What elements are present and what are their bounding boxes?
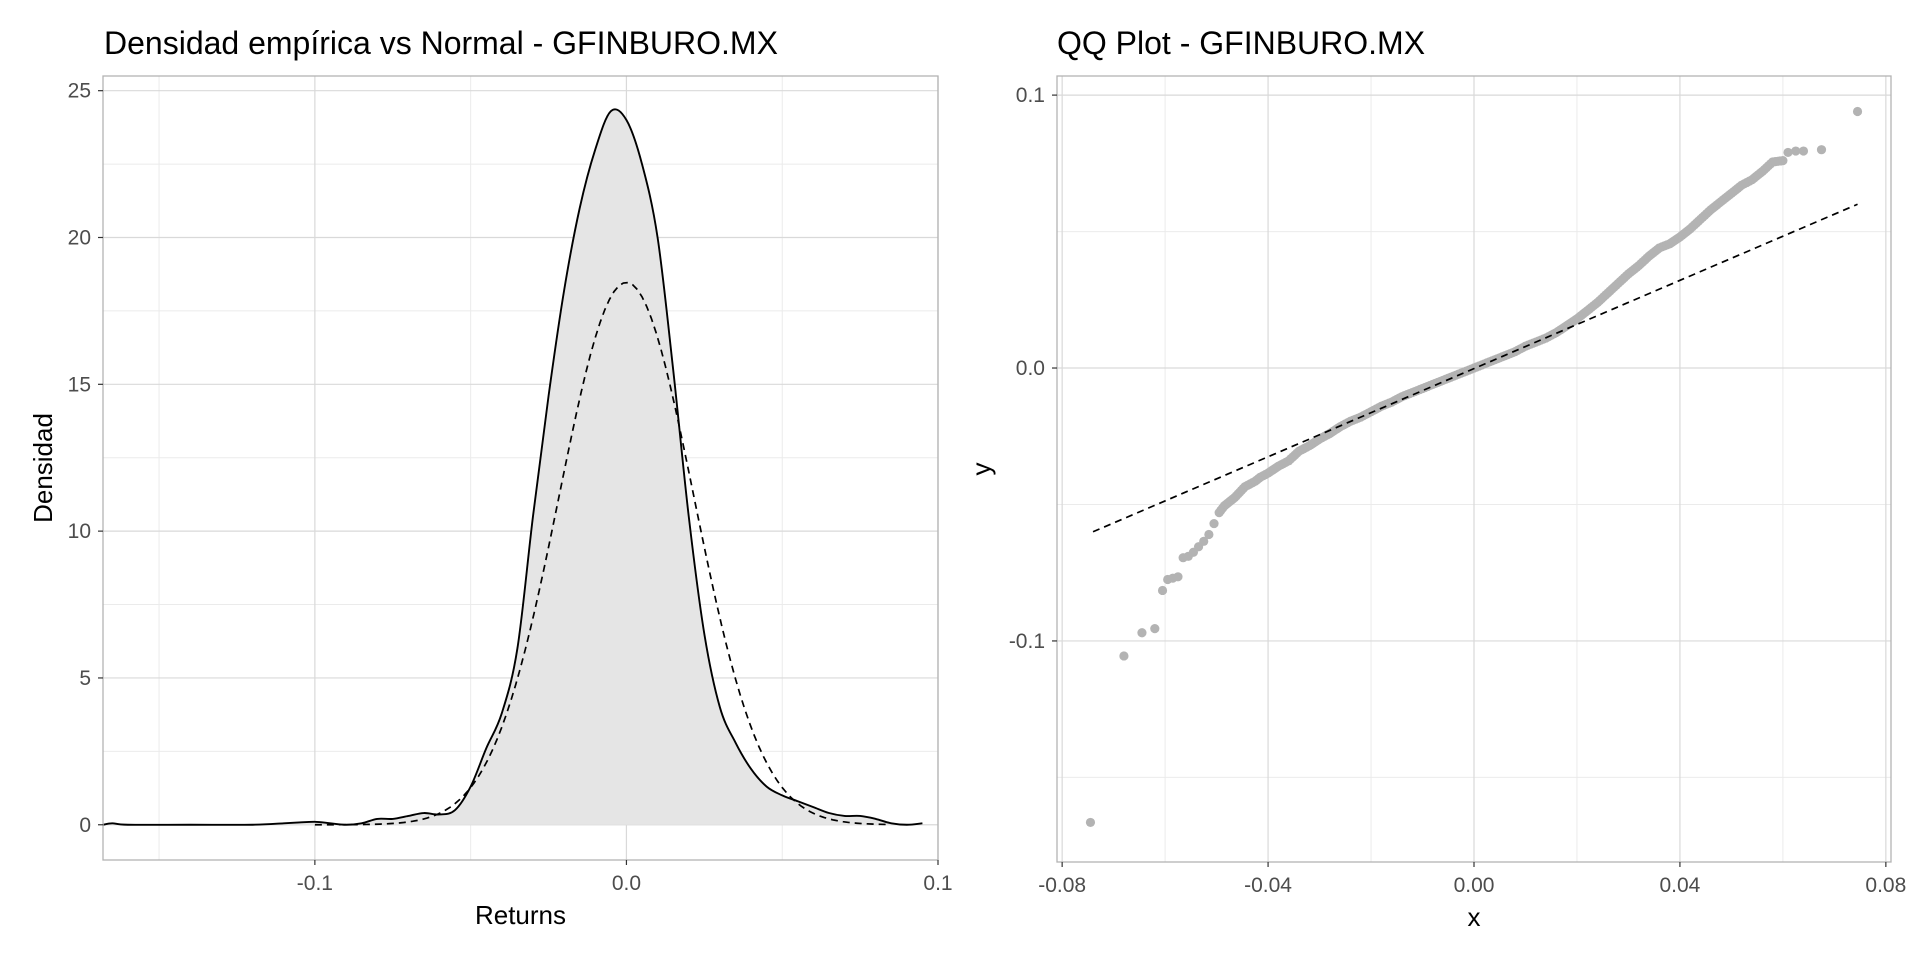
- qq-point: [1173, 572, 1183, 582]
- qq-point: [1150, 624, 1160, 634]
- qq-x-tick-label: 0.00: [1454, 874, 1495, 897]
- qq-point: [1137, 628, 1147, 638]
- density-y-tick-label: 20: [68, 226, 91, 249]
- density-y-tick-label: 5: [79, 667, 91, 690]
- qq-point: [1119, 651, 1129, 661]
- density-chart: Densidad empírica vs Normal - GFINBURO.M…: [28, 25, 953, 930]
- density-y-tick-label: 15: [68, 373, 91, 396]
- density-x-axis-label: Returns: [475, 900, 566, 930]
- qq-point: [1783, 147, 1793, 158]
- density-chart-title: Densidad empírica vs Normal - GFINBURO.M…: [104, 25, 778, 61]
- qq-reference-line: [1092, 203, 1858, 533]
- density-y-axis-label: Densidad: [28, 413, 58, 523]
- qq-chart-title: QQ Plot - GFINBURO.MX: [1057, 25, 1425, 61]
- qq-gridlines: [1057, 76, 1891, 862]
- qq-tick-labels: -0.08 -0.04 0.00 0.04 0.08 -0.1 0.0 0.1: [1009, 84, 1906, 897]
- qq-y-tick-label: -0.1: [1009, 630, 1045, 653]
- qq-point: [1199, 536, 1209, 546]
- qq-x-tick-label: -0.08: [1038, 874, 1086, 897]
- qq-y-tick-label: 0.1: [1016, 84, 1045, 107]
- qq-plot-area: [1085, 106, 1863, 828]
- density-panel-border: [102, 75, 939, 861]
- density-plot-area: [102, 108, 923, 826]
- qq-x-tick-label: -0.04: [1244, 874, 1292, 897]
- qq-x-tick-label: 0.08: [1865, 874, 1906, 897]
- qq-point: [1791, 146, 1801, 156]
- qq-point: [1204, 529, 1214, 540]
- qq-point: [1209, 518, 1219, 529]
- density-x-tick-label: 0.0: [612, 872, 641, 895]
- density-tick-labels: -0.1 0.0 0.1 0 5 10 15 20 25: [68, 80, 953, 895]
- qq-point: [1778, 156, 1788, 166]
- density-y-tick-label: 0: [79, 814, 91, 837]
- qq-point: [1816, 145, 1827, 155]
- qq-point: [1157, 585, 1168, 596]
- density-x-tick-label: -0.1: [297, 872, 333, 895]
- density-y-tick-label: 10: [68, 520, 91, 543]
- qq-point: [1085, 817, 1096, 828]
- empirical-density-line: [102, 108, 923, 826]
- qq-y-tick-label: 0.0: [1016, 357, 1045, 380]
- empirical-density-fill: [103, 109, 923, 825]
- qq-chart: QQ Plot - GFINBURO.MX -0.08 -0.04 0.00 0.04…: [966, 25, 1906, 932]
- qq-point: [1852, 106, 1863, 117]
- density-y-tick-label: 25: [68, 80, 91, 103]
- density-x-tick-label: 0.1: [923, 872, 952, 895]
- qq-y-axis-label: y: [966, 463, 996, 476]
- qq-x-axis-label: x: [1468, 902, 1481, 932]
- qq-point: [1798, 146, 1809, 156]
- qq-x-tick-label: 0.04: [1659, 874, 1700, 897]
